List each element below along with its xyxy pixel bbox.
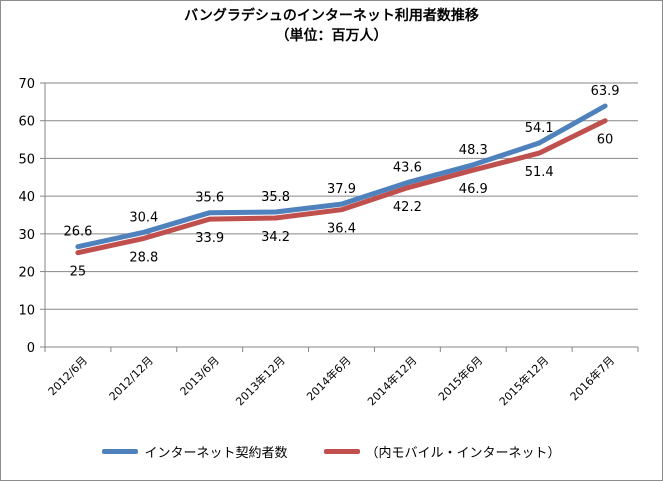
- y-tick-label: 60: [18, 115, 35, 130]
- legend-label: インターネット契約者数: [144, 445, 288, 461]
- x-tick-label: 2015年6月: [435, 353, 485, 403]
- x-tick-label: 2012/12月: [107, 354, 156, 403]
- data-label: 42.2: [393, 200, 422, 215]
- data-label: 48.3: [459, 143, 488, 158]
- y-tick-label: 10: [18, 303, 35, 318]
- y-tick-label: 30: [18, 228, 35, 243]
- legend: インターネット契約者数 （内モバイル・インターネット）: [0, 440, 663, 462]
- data-label: 37.9: [327, 182, 356, 197]
- series-line: [75, 118, 608, 256]
- data-label: 54.1: [525, 121, 554, 136]
- legend-item: （内モバイル・インターネット）: [323, 442, 561, 461]
- x-tick-label: 2016年7月: [567, 353, 617, 403]
- data-label: 30.4: [129, 210, 158, 225]
- x-tick-label: 2012/6月: [46, 354, 90, 398]
- x-tick-label: 2013年12月: [233, 353, 288, 408]
- chart-title: バングラデシュのインターネット利用者数推移: [184, 8, 479, 24]
- data-label: 25: [70, 265, 87, 280]
- legend-label: （内モバイル・インターネット）: [365, 445, 561, 461]
- x-tick-label: 2014年6月: [303, 353, 353, 403]
- legend-swatch: [102, 448, 139, 454]
- data-label: 35.6: [195, 191, 224, 206]
- chart-title-block: バングラデシュのインターネット利用者数推移 （単位：百万人）: [0, 6, 663, 46]
- data-label: 33.9: [195, 231, 224, 246]
- y-tick-label: 50: [18, 152, 35, 167]
- y-tick-label: 20: [18, 266, 35, 281]
- data-label: 51.4: [525, 165, 554, 180]
- data-label: 43.6: [393, 161, 422, 176]
- legend-swatch: [323, 448, 360, 454]
- y-tick-label: 0: [27, 341, 35, 356]
- x-tick-label: 2014年12月: [364, 353, 419, 408]
- data-label: 35.8: [261, 190, 290, 205]
- data-label: 26.6: [63, 225, 92, 240]
- series-line: [75, 103, 608, 250]
- chart-subtitle: （単位：百万人）: [275, 28, 388, 44]
- y-tick-label: 70: [18, 77, 35, 92]
- x-tick-label: 2013/6月: [178, 354, 222, 398]
- y-tick-label: 40: [18, 190, 35, 205]
- data-label: 46.9: [459, 182, 488, 197]
- data-label: 63.9: [591, 84, 620, 99]
- data-label: 34.2: [261, 230, 290, 245]
- data-label: 60: [597, 133, 614, 148]
- data-label: 28.8: [129, 250, 158, 265]
- data-label: 36.4: [327, 222, 356, 237]
- legend-item: インターネット契約者数: [102, 442, 288, 461]
- x-tick-label: 2015年12月: [496, 353, 551, 408]
